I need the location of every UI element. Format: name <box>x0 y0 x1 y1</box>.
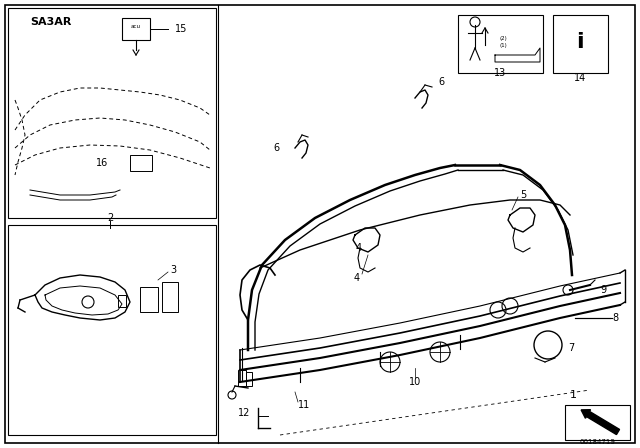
Text: i: i <box>576 32 584 52</box>
Text: acu: acu <box>131 23 141 29</box>
Text: 14: 14 <box>574 73 586 83</box>
Bar <box>130 155 152 171</box>
Bar <box>8 8 216 218</box>
Bar <box>140 287 158 312</box>
Bar <box>458 15 543 73</box>
Text: 12: 12 <box>237 408 250 418</box>
Text: 10: 10 <box>409 377 421 387</box>
Text: SA3AR: SA3AR <box>30 17 72 27</box>
FancyArrow shape <box>581 410 620 435</box>
Bar <box>238 370 246 386</box>
Text: 3: 3 <box>170 265 176 275</box>
Text: 1: 1 <box>570 390 577 400</box>
Bar <box>565 405 630 440</box>
Text: 4: 4 <box>356 243 362 253</box>
Bar <box>553 15 608 73</box>
Bar <box>8 225 216 435</box>
Text: 11: 11 <box>298 400 310 410</box>
Text: 7: 7 <box>568 343 574 353</box>
Text: 4: 4 <box>354 273 360 283</box>
Text: 5: 5 <box>520 190 526 200</box>
Bar <box>118 295 126 307</box>
Text: 00184719: 00184719 <box>579 439 615 445</box>
Text: 15: 15 <box>175 24 188 34</box>
Bar <box>246 372 252 386</box>
Text: 9: 9 <box>600 285 606 295</box>
Text: 2: 2 <box>107 213 113 223</box>
Text: 16: 16 <box>96 158 108 168</box>
Text: (2): (2) <box>500 35 508 40</box>
Text: 6: 6 <box>438 77 444 87</box>
Text: 6: 6 <box>274 143 280 153</box>
Text: 8: 8 <box>612 313 618 323</box>
Text: 13: 13 <box>494 68 506 78</box>
Bar <box>162 282 178 312</box>
Bar <box>122 18 150 40</box>
Text: (1): (1) <box>500 43 508 47</box>
